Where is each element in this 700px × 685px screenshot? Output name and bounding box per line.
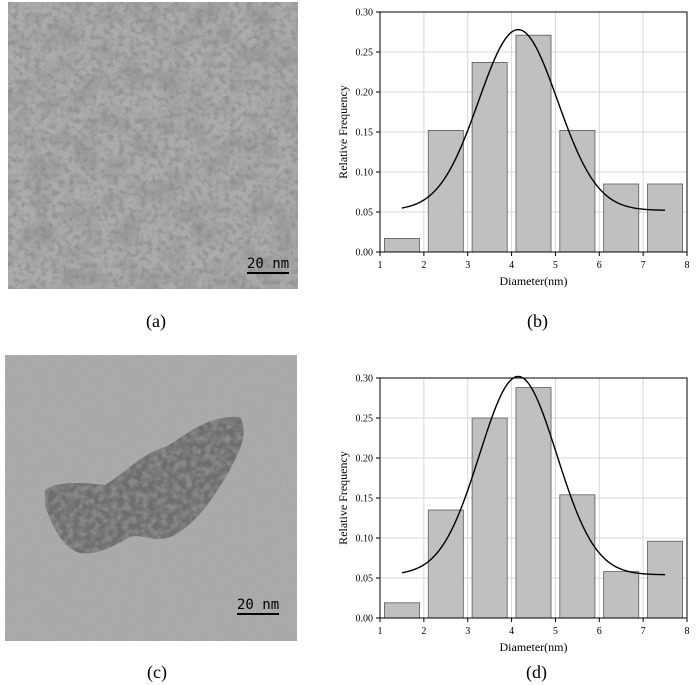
y-tick-label: 0.05 [356, 208, 374, 219]
y-tick-label: 0.15 [356, 494, 374, 505]
x-tick-label: 5 [553, 626, 558, 637]
histogram-bar [427, 129, 464, 253]
histogram-bar [559, 129, 596, 253]
scale-label-a: 20 nm [247, 256, 290, 272]
y-tick-label: 0.00 [356, 614, 374, 625]
x-tick-label: 1 [378, 260, 383, 271]
histogram-bar [647, 540, 684, 619]
x-tick-label: 2 [421, 260, 426, 271]
y-tick-label: 0.10 [356, 534, 374, 545]
panel-label-a: (a) [146, 311, 166, 331]
histogram-bar [383, 602, 420, 619]
histogram-bar [471, 417, 508, 619]
histogram-bar [515, 34, 552, 253]
histogram-bar [427, 509, 464, 619]
histogram-bar [647, 183, 684, 253]
histogram-bar [383, 237, 420, 253]
x-tick-label: 8 [685, 260, 690, 271]
y-axis-label: Relative Frequency [336, 451, 350, 545]
chart-svg-b: 1 2 3 4 5 6 7 8 0.00 0.05 0.10 0.15 0.20 0.25 0.30 Diam… [336, 8, 690, 289]
fit-curve [401, 28, 666, 211]
panel-label-d: (d) [526, 662, 547, 682]
x-tick-label: 2 [421, 626, 426, 637]
chart-svg-d: 1 2 3 4 5 6 7 8 0.00 0.05 0.10 0.15 0.20 0.25 0.30 Diam… [336, 374, 690, 655]
y-tick-label: 0.20 [356, 88, 374, 99]
y-tick-label: 0.00 [356, 248, 374, 259]
scale-bar-a: 20 nm [247, 256, 290, 274]
histogram-bar [603, 571, 640, 619]
x-tick-label: 4 [509, 260, 514, 271]
y-tick-label: 0.20 [356, 454, 374, 465]
tem-image-c: 20 nm [5, 355, 297, 641]
y-tick-label: 0.30 [356, 374, 374, 385]
x-tick-label: 4 [509, 626, 514, 637]
x-tick-label: 1 [378, 626, 383, 637]
panel-label-c: (c) [147, 662, 167, 682]
tem-image-a: 20 nm [8, 2, 298, 289]
fit-curve [401, 375, 666, 576]
scale-line-a [247, 272, 290, 274]
y-tick-label: 0.25 [356, 414, 374, 425]
y-axis-label: Relative Frequency [336, 85, 350, 179]
histogram-chart-d: 1 2 3 4 5 6 7 8 0.00 0.05 0.10 0.15 0.20 0.25 0.30 Diam… [335, 368, 700, 658]
y-tick-label: 0.05 [356, 574, 374, 585]
panel-label-b: (b) [527, 311, 548, 331]
scale-line-c [237, 613, 280, 615]
tem-texture-c [5, 355, 297, 641]
x-tick-label: 3 [465, 626, 470, 637]
x-tick-label: 7 [641, 260, 646, 271]
x-tick-label: 3 [465, 260, 470, 271]
histogram-chart-b: 1 2 3 4 5 6 7 8 0.00 0.05 0.10 0.15 0.20 0.25 0.30 Diam… [335, 2, 700, 292]
x-tick-label: 8 [685, 626, 690, 637]
y-tick-label: 0.15 [356, 128, 374, 139]
x-axis-label: Diameter(nm) [500, 640, 568, 654]
x-tick-label: 7 [641, 626, 646, 637]
histogram-bar [471, 62, 508, 253]
y-tick-label: 0.25 [356, 48, 374, 59]
x-tick-label: 6 [597, 260, 602, 271]
x-axis-label: Diameter(nm) [500, 274, 568, 288]
scale-label-c: 20 nm [237, 597, 280, 613]
histogram-bar [603, 183, 640, 253]
x-tick-label: 6 [597, 626, 602, 637]
y-tick-label: 0.30 [356, 8, 374, 19]
y-tick-label: 0.10 [356, 168, 374, 179]
tem-texture-a [8, 2, 298, 289]
scale-bar-c: 20 nm [237, 597, 280, 615]
x-tick-label: 5 [553, 260, 558, 271]
